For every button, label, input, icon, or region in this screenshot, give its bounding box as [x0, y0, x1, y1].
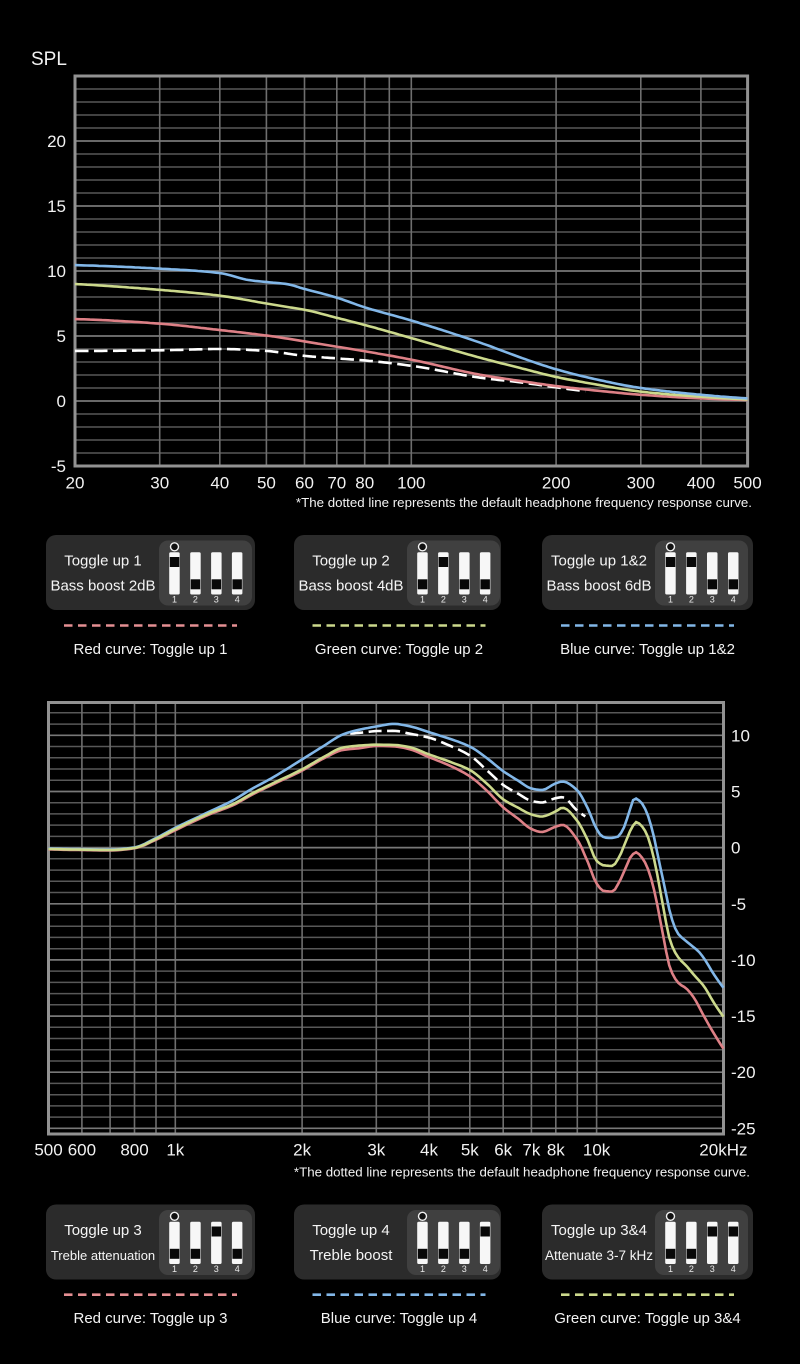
svg-text:70: 70	[327, 474, 346, 493]
svg-text:800: 800	[120, 1141, 148, 1160]
svg-text:-15: -15	[731, 1007, 756, 1026]
svg-text:0: 0	[57, 392, 66, 411]
svg-text:3: 3	[710, 1264, 715, 1274]
svg-text:20kHz: 20kHz	[699, 1141, 747, 1160]
svg-text:1: 1	[668, 1264, 673, 1274]
svg-text:60: 60	[295, 474, 314, 493]
svg-text:1k: 1k	[166, 1141, 184, 1160]
svg-text:300: 300	[627, 474, 655, 493]
svg-text:4: 4	[483, 595, 488, 605]
svg-text:*The dotted line represents th: *The dotted line represents the default …	[294, 1165, 750, 1180]
svg-text:15: 15	[47, 197, 66, 216]
svg-text:0: 0	[731, 839, 740, 858]
svg-text:400: 400	[687, 474, 715, 493]
svg-text:2: 2	[689, 1264, 694, 1274]
svg-text:500: 500	[733, 474, 761, 493]
svg-text:100: 100	[397, 474, 425, 493]
svg-text:Treble boost: Treble boost	[310, 1247, 394, 1264]
svg-text:Green curve: Toggle up 3&4: Green curve: Toggle up 3&4	[554, 1310, 741, 1327]
svg-text:Bass boost 4dB: Bass boost 4dB	[298, 578, 403, 595]
svg-text:1: 1	[172, 1264, 177, 1274]
svg-text:Toggle up 1&2: Toggle up 1&2	[551, 553, 647, 570]
svg-text:80: 80	[355, 474, 374, 493]
svg-text:Toggle up 1: Toggle up 1	[64, 553, 142, 570]
svg-text:600: 600	[68, 1141, 96, 1160]
svg-text:5k: 5k	[461, 1141, 479, 1160]
svg-text:4k: 4k	[420, 1141, 438, 1160]
svg-text:20: 20	[47, 132, 66, 151]
svg-text:3: 3	[710, 595, 715, 605]
svg-text:SPL: SPL	[31, 49, 67, 70]
svg-text:4: 4	[235, 1264, 240, 1274]
svg-text:Red curve: Toggle up 3: Red curve: Toggle up 3	[74, 1310, 228, 1327]
svg-text:20: 20	[66, 474, 85, 493]
svg-text:2: 2	[193, 595, 198, 605]
svg-text:-10: -10	[731, 951, 756, 970]
svg-text:Red curve: Toggle up 1: Red curve: Toggle up 1	[74, 641, 228, 658]
svg-text:Blue curve: Toggle up 1&2: Blue curve: Toggle up 1&2	[560, 641, 735, 658]
svg-text:200: 200	[542, 474, 570, 493]
svg-text:Green curve: Toggle up 2: Green curve: Toggle up 2	[315, 641, 483, 658]
svg-text:1: 1	[420, 1264, 425, 1274]
svg-text:5: 5	[731, 783, 740, 802]
svg-text:3: 3	[214, 595, 219, 605]
svg-text:6k: 6k	[494, 1141, 512, 1160]
svg-text:1: 1	[172, 595, 177, 605]
svg-text:4: 4	[235, 595, 240, 605]
svg-text:-5: -5	[51, 457, 66, 476]
svg-text:4: 4	[731, 595, 736, 605]
svg-text:4: 4	[483, 1264, 488, 1274]
svg-text:10: 10	[47, 262, 66, 281]
svg-text:Toggle up 2: Toggle up 2	[312, 553, 390, 570]
svg-text:*The dotted line represents th: *The dotted line represents the default …	[296, 495, 752, 510]
svg-text:Bass boost 6dB: Bass boost 6dB	[546, 578, 651, 595]
svg-text:10: 10	[731, 726, 750, 745]
svg-text:2: 2	[193, 1264, 198, 1274]
svg-text:2: 2	[441, 595, 446, 605]
svg-text:Treble attenuation: Treble attenuation	[51, 1248, 155, 1263]
svg-text:Attenuate 3-7 kHz: Attenuate 3-7 kHz	[545, 1248, 653, 1263]
svg-text:Toggle up 3&4: Toggle up 3&4	[551, 1222, 647, 1239]
svg-text:Blue curve: Toggle up 4: Blue curve: Toggle up 4	[321, 1310, 478, 1327]
svg-text:-25: -25	[731, 1119, 756, 1138]
svg-text:Toggle up 3: Toggle up 3	[64, 1222, 142, 1239]
svg-text:10k: 10k	[583, 1141, 611, 1160]
svg-text:5: 5	[57, 327, 66, 346]
svg-text:4: 4	[731, 1264, 736, 1274]
svg-text:500: 500	[34, 1141, 62, 1160]
svg-text:8k: 8k	[547, 1141, 565, 1160]
svg-text:-5: -5	[731, 895, 746, 914]
svg-text:3: 3	[214, 1264, 219, 1274]
svg-text:50: 50	[257, 474, 276, 493]
svg-text:3k: 3k	[367, 1141, 385, 1160]
svg-text:30: 30	[150, 474, 169, 493]
svg-text:7k: 7k	[522, 1141, 540, 1160]
svg-text:40: 40	[210, 474, 229, 493]
svg-text:2: 2	[689, 595, 694, 605]
svg-text:Toggle up 4: Toggle up 4	[312, 1222, 390, 1239]
svg-text:Bass boost 2dB: Bass boost 2dB	[50, 578, 155, 595]
svg-text:-20: -20	[731, 1063, 756, 1082]
svg-text:2: 2	[441, 1264, 446, 1274]
svg-text:1: 1	[668, 595, 673, 605]
svg-text:1: 1	[420, 595, 425, 605]
svg-text:3: 3	[462, 1264, 467, 1274]
svg-text:3: 3	[462, 595, 467, 605]
svg-text:2k: 2k	[293, 1141, 311, 1160]
